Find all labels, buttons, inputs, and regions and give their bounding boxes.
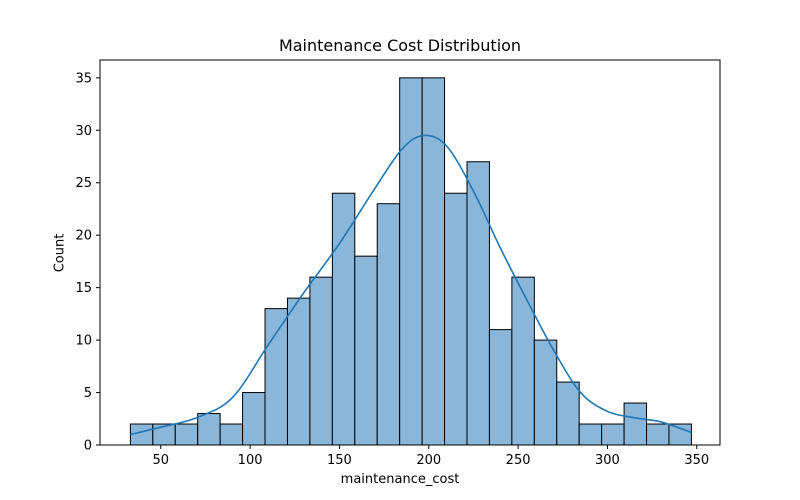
x-axis-ticks: 50 100 150 200 250 300 350 xyxy=(152,445,709,468)
x-tick-label: 100 xyxy=(238,453,263,468)
histogram-bar xyxy=(601,423,625,446)
chart-title: Maintenance Cost Distribution xyxy=(278,36,522,55)
y-tick-label: 30 xyxy=(75,124,92,139)
histogram-bar xyxy=(219,423,244,446)
histogram-bars xyxy=(129,77,692,446)
y-tick-label: 20 xyxy=(75,229,92,244)
histogram-bar xyxy=(668,423,692,446)
x-tick-label: 250 xyxy=(506,453,531,468)
histogram-bar xyxy=(421,77,446,446)
y-tick-label: 5 xyxy=(84,386,92,401)
x-tick-label: 50 xyxy=(152,453,169,468)
histogram-bar xyxy=(578,423,603,446)
y-tick-label: 25 xyxy=(75,176,92,191)
histogram-bar xyxy=(623,402,648,446)
histogram-bar xyxy=(488,329,513,446)
histogram-bar xyxy=(511,276,535,446)
y-axis-label: Count xyxy=(52,233,68,273)
y-tick-label: 35 xyxy=(75,71,92,86)
histogram-bar xyxy=(197,413,221,446)
x-tick-label: 350 xyxy=(684,453,709,468)
x-tick-label: 300 xyxy=(595,453,620,468)
x-tick-label: 150 xyxy=(327,453,352,468)
histogram-bar xyxy=(242,392,266,446)
histogram-bar xyxy=(354,255,378,446)
histogram-bar xyxy=(556,381,580,446)
kde-curve xyxy=(130,134,692,436)
histogram-bar xyxy=(331,192,356,446)
plot-frame xyxy=(99,59,721,446)
histogram-bar xyxy=(399,77,423,446)
histogram-bar xyxy=(466,161,490,446)
histogram-bar xyxy=(174,423,199,446)
x-axis-label: maintenance_cost xyxy=(340,472,460,487)
histogram-bar xyxy=(264,308,288,446)
y-axis-ticks: 0 5 10 15 20 25 30 35 xyxy=(75,71,100,454)
histogram-bar xyxy=(376,203,401,446)
y-tick-label: 10 xyxy=(75,334,92,349)
x-tick-label: 200 xyxy=(416,453,441,468)
y-tick-label: 15 xyxy=(75,281,92,296)
histogram-bar xyxy=(444,192,468,446)
histogram-bar xyxy=(309,276,333,446)
histogram-bar xyxy=(646,423,670,446)
y-tick-label: 0 xyxy=(84,439,92,454)
histogram-bar xyxy=(286,297,311,446)
histogram-bar xyxy=(533,339,558,446)
